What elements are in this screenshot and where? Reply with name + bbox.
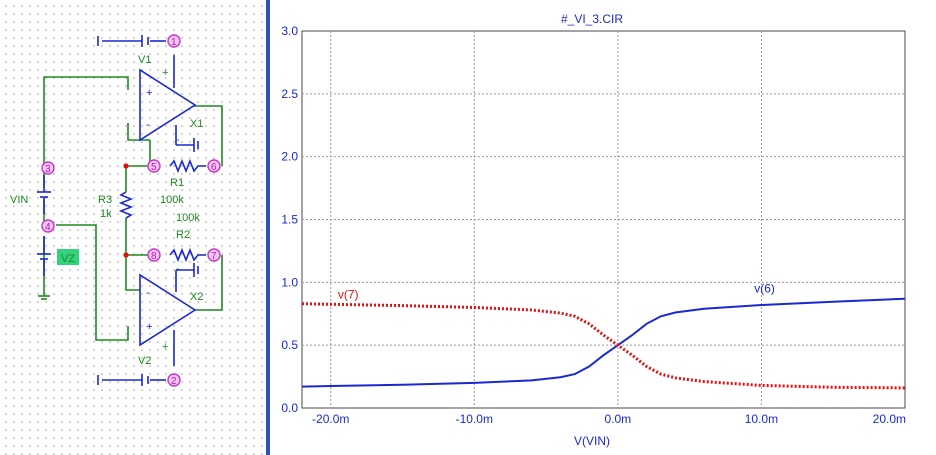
- x-tick-label: -20.0m: [312, 412, 349, 426]
- node-5[interactable]: 5: [147, 159, 161, 173]
- node-2[interactable]: 2: [167, 373, 181, 387]
- junction-dot: [123, 163, 129, 169]
- series-line-v6: [301, 297, 906, 388]
- label-r2: R2: [176, 229, 190, 241]
- svg-text:8: 8: [151, 251, 157, 262]
- ground-symbols: [175, 125, 199, 292]
- source-vin[interactable]: [37, 175, 51, 214]
- resistor-r3[interactable]: [118, 191, 134, 219]
- node-6[interactable]: 6: [207, 159, 221, 173]
- y-axis-tick-labels: 0.0 0.5 1.0 1.5 2.0 2.5 3.0: [281, 24, 298, 415]
- supply-v2[interactable]: [97, 374, 166, 386]
- plus-sign: +: [162, 341, 168, 353]
- x-tick-label: -10.0m: [456, 412, 493, 426]
- label-vz: VZ: [61, 253, 75, 265]
- label-vin: VIN: [10, 194, 28, 206]
- series-annotations: v(6) v(7): [338, 281, 775, 301]
- minus-sign: -: [146, 119, 150, 131]
- y-tick-label: 0.0: [281, 401, 298, 415]
- x-axis-tick-labels: -20.0m -10.0m 0.0m 10.0m 20.0m: [312, 412, 906, 426]
- minus-sign: -: [176, 263, 180, 275]
- pane-splitter[interactable]: [266, 0, 270, 455]
- series-label: v(6): [754, 281, 775, 295]
- source-vz[interactable]: [37, 236, 79, 276]
- svg-text:5: 5: [151, 162, 157, 173]
- schematic-diagram[interactable]: 1 2 3 4 5 6 7 8 V1 V2 X1 X2 VIN VZ R3 1k…: [0, 0, 266, 455]
- x-tick-label: 0.0m: [605, 412, 632, 426]
- series-line-v7: [301, 302, 906, 390]
- x-tick-label: 10.0m: [745, 412, 778, 426]
- plus-sign: +: [146, 321, 152, 333]
- x-tick-label: 20.0m: [873, 412, 906, 426]
- label-r3-value: 1k: [100, 208, 112, 220]
- x-axis-label: V(VIN): [574, 434, 610, 448]
- series-label: v(7): [338, 288, 359, 302]
- node-7[interactable]: 7: [207, 248, 221, 262]
- plus-sign: +: [146, 87, 152, 99]
- y-tick-label: 2.5: [281, 87, 298, 101]
- y-tick-label: 1.0: [281, 275, 298, 289]
- label-v2: V2: [138, 355, 151, 367]
- resistor-r2[interactable]: [169, 247, 206, 263]
- svg-text:1: 1: [171, 37, 177, 48]
- resistor-r1[interactable]: [169, 158, 206, 174]
- label-r3: R3: [98, 194, 112, 206]
- minus-sign: -: [176, 134, 180, 146]
- svg-text:2: 2: [171, 376, 177, 387]
- plot-title: #_VI_3.CIR: [561, 12, 623, 26]
- label-r1-value: 100k: [160, 194, 184, 206]
- y-tick-label: 0.5: [281, 338, 298, 352]
- y-tick-label: 1.5: [281, 213, 298, 227]
- opamp-x2[interactable]: [139, 273, 197, 347]
- plot-pane[interactable]: #_VI_3.CIR 0.0 0.5 1.0 1.5 2.0 2.5 3.0 -20.0m -…: [270, 0, 936, 455]
- svg-text:3: 3: [45, 164, 51, 175]
- plot-grid: [302, 31, 905, 408]
- label-v1: V1: [138, 54, 151, 66]
- node-4[interactable]: 4: [41, 219, 55, 233]
- supply-v1[interactable]: [97, 35, 166, 47]
- label-r1: R1: [170, 177, 184, 189]
- label-x1: X1: [190, 118, 203, 130]
- plus-sign: +: [162, 67, 168, 79]
- junction-dot: [123, 252, 129, 258]
- schematic-pane[interactable]: 1 2 3 4 5 6 7 8 V1 V2 X1 X2 VIN VZ R3 1k…: [0, 0, 266, 455]
- svg-text:7: 7: [211, 251, 217, 262]
- minus-sign: -: [146, 287, 150, 299]
- node-8[interactable]: 8: [147, 248, 161, 262]
- y-tick-label: 3.0: [281, 24, 298, 38]
- svg-text:6: 6: [211, 162, 217, 173]
- svg-text:4: 4: [45, 222, 51, 233]
- waveform-plot[interactable]: #_VI_3.CIR 0.00.51.01.52.02.53.0 -20.0m -…: [270, 0, 936, 455]
- opamp-x1[interactable]: [139, 68, 197, 142]
- y-tick-label: 2.0: [281, 150, 298, 164]
- node-1[interactable]: 1: [167, 34, 181, 48]
- node-3[interactable]: 3: [41, 161, 55, 175]
- label-x2: X2: [190, 291, 203, 303]
- plot-series: [301, 297, 906, 390]
- label-r2-value: 100k: [176, 212, 200, 224]
